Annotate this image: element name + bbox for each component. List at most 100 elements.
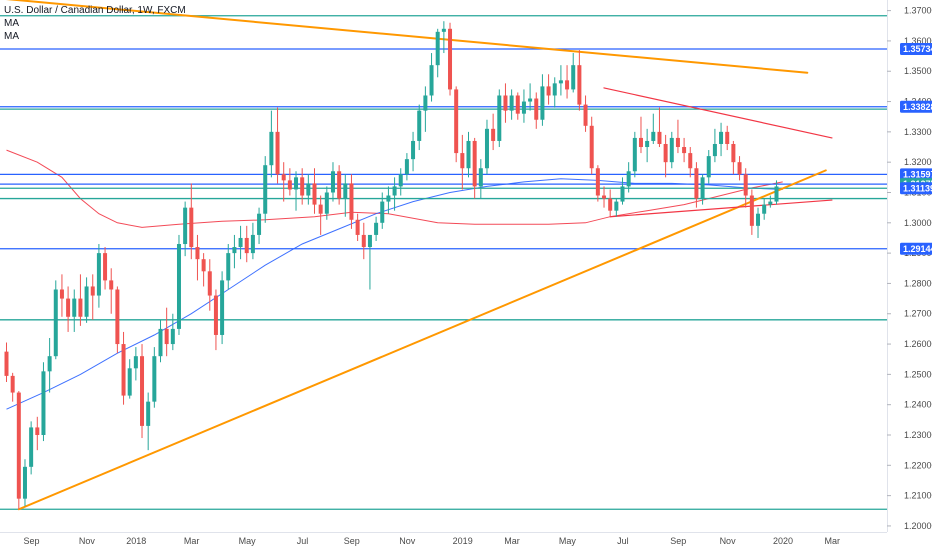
ma-legend-1[interactable]: MA [4, 18, 19, 29]
time-tick-label: May [559, 536, 577, 546]
candle-body [638, 137, 643, 148]
candle-body [263, 165, 268, 214]
candle-body [731, 143, 736, 163]
price-badge [900, 242, 932, 255]
price-tick-label: 1.32000 [904, 157, 932, 167]
time-tick-label: Sep [344, 536, 360, 546]
candle-body [614, 201, 619, 211]
price-badge-label: 1.29144 [903, 244, 932, 254]
candle-body [72, 298, 77, 317]
price-badge [900, 42, 932, 55]
candle-body [756, 213, 761, 226]
candle-body [620, 186, 625, 202]
trendline [609, 199, 833, 218]
candle-body [127, 368, 132, 396]
price-badge [900, 182, 932, 195]
candle-body [417, 110, 422, 141]
price-tick-label: 1.30000 [904, 218, 932, 228]
price-tick-label: 1.22000 [904, 460, 932, 470]
time-tick-label: Mar [184, 536, 200, 546]
time-axis-background [0, 532, 932, 550]
candle-body [595, 168, 600, 196]
candle-body [737, 162, 742, 175]
price-badge [900, 168, 932, 181]
candle-body [743, 174, 748, 196]
moving-average-line-1 [6, 149, 783, 228]
price-tick-label: 1.23000 [904, 430, 932, 440]
candle-body [632, 137, 637, 172]
price-tick-label: 1.26000 [904, 339, 932, 349]
candle-body [244, 237, 249, 254]
candle-body [269, 131, 274, 166]
candle-body [306, 183, 311, 196]
candle-body [367, 234, 372, 248]
candle-body [164, 328, 169, 345]
candle-body [602, 195, 607, 199]
time-tick-label: Sep [670, 536, 686, 546]
price-tick-label: 1.21000 [904, 491, 932, 501]
symbol-title[interactable]: U.S. Dollar / Canadian Dollar, 1W, FXCM [4, 5, 186, 16]
candle-body [478, 168, 483, 187]
candle-body [509, 95, 514, 111]
trendline [5, 0, 809, 74]
candle-body [712, 143, 717, 157]
candle-body [109, 280, 114, 290]
candle-body [749, 195, 754, 226]
candle-body [774, 186, 779, 202]
candle-body [281, 174, 286, 181]
candle-body [152, 356, 157, 402]
candle-body [441, 28, 446, 32]
candle-body [96, 253, 101, 296]
candle-body [90, 286, 95, 296]
candle-body [404, 159, 409, 175]
trendlines[interactable] [0, 0, 833, 511]
candle-body [583, 104, 588, 126]
candle-body [626, 171, 631, 187]
price-axis[interactable]: 1.20000 1.21000 1.22000 1.23000 1.24000 1.250… [887, 0, 932, 550]
candle-body [380, 201, 385, 223]
candle-body [528, 98, 533, 102]
ma-legend-2[interactable]: MA [4, 31, 19, 42]
price-tick-label: 1.25000 [904, 369, 932, 379]
candles [4, 21, 779, 510]
candle-body [337, 171, 342, 199]
time-axis[interactable]: Sep Nov 2018 Mar May Jul Sep Nov 2019 Mar May Jul Se… [0, 532, 932, 550]
candle-body [53, 289, 58, 357]
candle-body [392, 186, 397, 196]
price-badge-label: 1.35734 [903, 44, 932, 54]
candle-body [682, 147, 687, 154]
time-tick-label: Nov [79, 536, 96, 546]
candle-body [66, 298, 71, 317]
price-tick-label: 1.37000 [904, 6, 932, 16]
candle-body [540, 86, 545, 120]
price-badge [900, 100, 932, 113]
candle-body [250, 234, 255, 254]
candle-body [257, 213, 262, 235]
time-tick-label: Nov [720, 536, 737, 546]
time-tick-label: 2019 [453, 536, 473, 546]
chart-legend: U.S. Dollar / Canadian Dollar, 1W, FXCM … [4, 4, 186, 43]
candle-body [4, 351, 9, 376]
price-tick-label: 1.27000 [904, 309, 932, 319]
candle-body [398, 174, 403, 187]
candle-body [232, 247, 237, 254]
candle-body [515, 95, 520, 114]
candle-body [121, 344, 126, 396]
candle-body [59, 289, 64, 299]
candle-body [448, 28, 453, 90]
candle-body [435, 31, 440, 66]
candle-body [189, 207, 194, 248]
candle-body [140, 356, 145, 426]
candle-body [294, 177, 299, 190]
candle-body [29, 427, 34, 467]
candle-body [10, 375, 15, 393]
candle-body [287, 180, 292, 190]
price-tick-label: 1.33000 [904, 127, 932, 137]
candle-body [558, 80, 563, 84]
price-badge-label: 1.31597 [903, 169, 932, 179]
horizontal-levels[interactable] [0, 15, 887, 510]
candle-body [546, 86, 551, 96]
candle-body [115, 289, 120, 345]
